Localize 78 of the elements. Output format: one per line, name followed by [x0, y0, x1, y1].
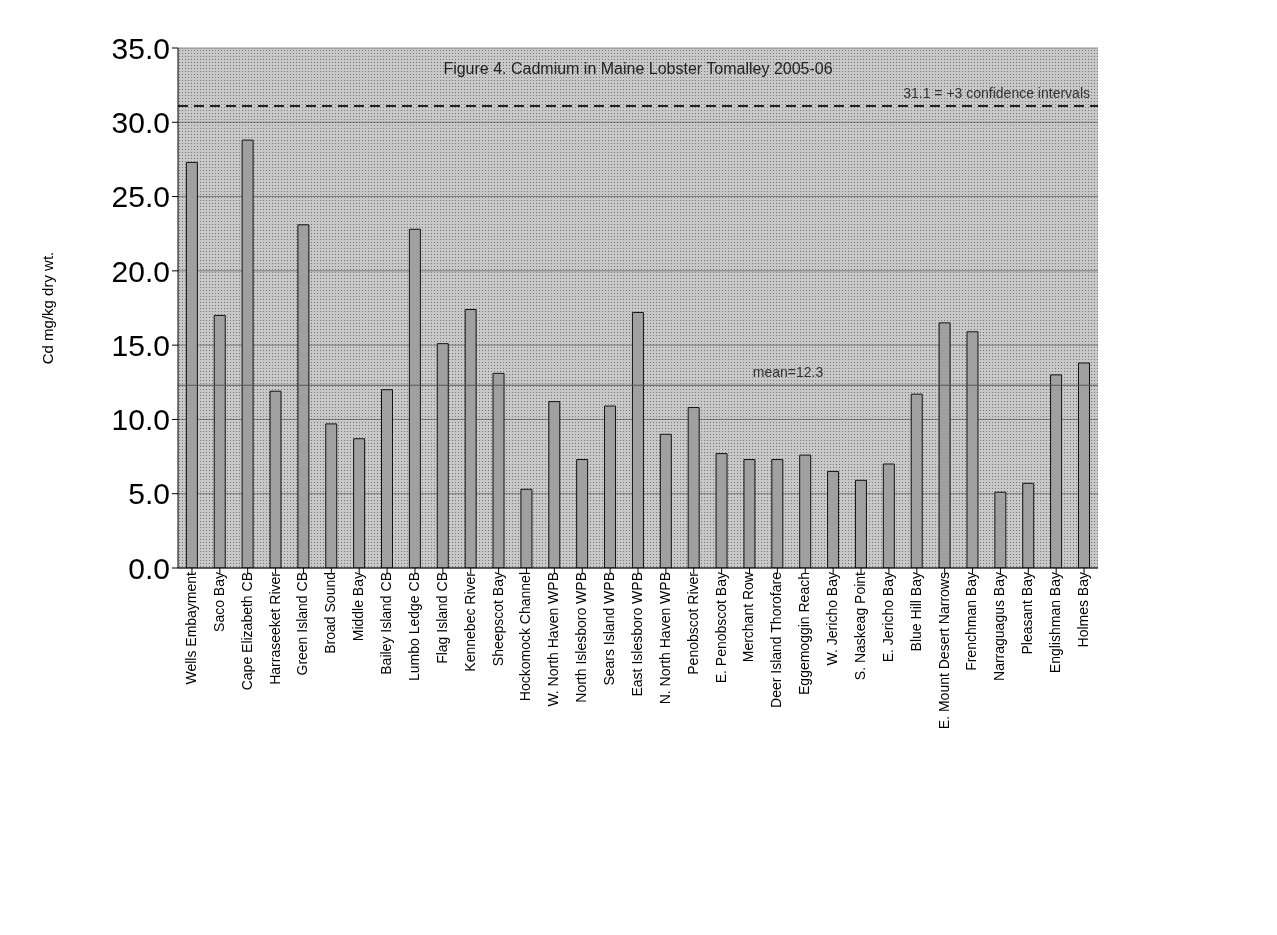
- x-tick-label: W. Jericho Bay: [824, 572, 841, 666]
- x-tick-label: E. Jericho Bay: [879, 572, 896, 663]
- y-tick-label: 20.0: [111, 254, 170, 288]
- bar: [938, 322, 951, 568]
- x-tick-label: Wells Embayment: [182, 571, 199, 685]
- bar: [659, 433, 672, 568]
- y-tick-label: 25.0: [111, 180, 170, 214]
- bar: [241, 139, 254, 568]
- bar: [604, 405, 617, 568]
- bar: [994, 491, 1007, 568]
- x-tick-label: Frenchman Bay: [963, 572, 980, 671]
- x-tick-label: Cape Elizabeth CB: [238, 572, 255, 691]
- y-tick-label: 30.0: [111, 105, 170, 139]
- y-tick-label: 15.0: [111, 328, 170, 362]
- x-tick-label: Deer Island Thorofare: [768, 571, 785, 708]
- text: Figure 4. Cadmium in Maine Lobster Tomalley 2005-06: [442, 60, 834, 78]
- x-tick-label: East Islesboro WPB: [628, 572, 645, 697]
- bar: [381, 389, 394, 568]
- bar: [492, 372, 505, 568]
- x-tick-label: Sears Island WPB: [601, 572, 618, 686]
- y-tick-label: 10.0: [111, 403, 170, 437]
- bar: [799, 454, 812, 568]
- x-tick-label: Englishman Bay: [1047, 572, 1064, 674]
- x-tick-label: E. Penobscot Bay: [712, 572, 729, 684]
- bar: [827, 470, 840, 568]
- y-tick-label: 5.0: [128, 477, 170, 511]
- x-tick-label: Hockomock Channel: [517, 572, 534, 702]
- x-tick-label: E. Mount Desert Narrows: [935, 572, 952, 730]
- x-tick-label: Lumbo Ledge CB: [405, 572, 422, 681]
- x-tick-label: Merchant Row: [740, 571, 757, 663]
- bar: [436, 343, 449, 568]
- bar: [631, 311, 644, 568]
- bar: [325, 423, 338, 568]
- ref-line-label: 31.1 = +3 confidence intervals: [903, 84, 1090, 101]
- bar: [213, 314, 226, 568]
- bar: [408, 228, 421, 568]
- x-tick-label: Broad Sound: [322, 572, 339, 654]
- y-tick-label: 35.0: [111, 31, 170, 65]
- y-axis-title: Cd mg/kg dry wt.: [39, 251, 57, 365]
- bar: [910, 393, 923, 568]
- x-tick-label: Eggemoggin Reach: [796, 572, 813, 695]
- bar: [1050, 374, 1063, 568]
- x-tick-label: Pleasant Bay: [1019, 572, 1036, 655]
- ref-line-label: mean=12.3: [752, 364, 824, 381]
- bar: [269, 390, 282, 568]
- bar: [715, 453, 728, 568]
- bar: [353, 438, 366, 568]
- bar: [966, 331, 979, 568]
- bar: [1077, 362, 1090, 568]
- bar: [548, 401, 561, 568]
- x-tick-label: W. North Haven WPB: [545, 572, 562, 707]
- x-tick-label: Kennebec River: [461, 571, 478, 672]
- x-tick-label: Harraseeket River: [266, 571, 283, 685]
- bar: [520, 488, 533, 568]
- bar: [576, 459, 589, 568]
- bar: [771, 459, 784, 568]
- bar: [687, 407, 700, 568]
- x-tick-label: Bailey Island CB: [378, 572, 395, 675]
- bar: [1022, 482, 1035, 568]
- bar: [464, 308, 477, 568]
- x-tick-label: Flag Island CB: [433, 572, 450, 664]
- x-tick-label: Blue Hill Bay: [907, 572, 924, 652]
- x-tick-label: North Islesboro WPB: [573, 572, 590, 703]
- y-tick-label: 0.0: [128, 551, 170, 585]
- x-tick-label: Penobscot River: [684, 571, 701, 675]
- x-tick-label: Middle Bay: [350, 572, 367, 642]
- x-tick-label: Green Island CB: [294, 572, 311, 676]
- bar: [297, 224, 310, 568]
- x-tick-label: S. Naskeag Point: [851, 571, 868, 681]
- x-tick-label: Sheepscot Bay: [489, 572, 506, 667]
- bar: [854, 479, 867, 568]
- bar: [882, 463, 895, 568]
- x-tick-label: Narraguagus Bay: [991, 572, 1008, 681]
- x-tick-label: Saco Bay: [210, 572, 227, 632]
- x-tick-label: Holmes Bay: [1075, 572, 1091, 648]
- bar: [743, 459, 756, 568]
- bar: [185, 161, 198, 568]
- x-tick-label: N. North Haven WPB: [656, 572, 673, 705]
